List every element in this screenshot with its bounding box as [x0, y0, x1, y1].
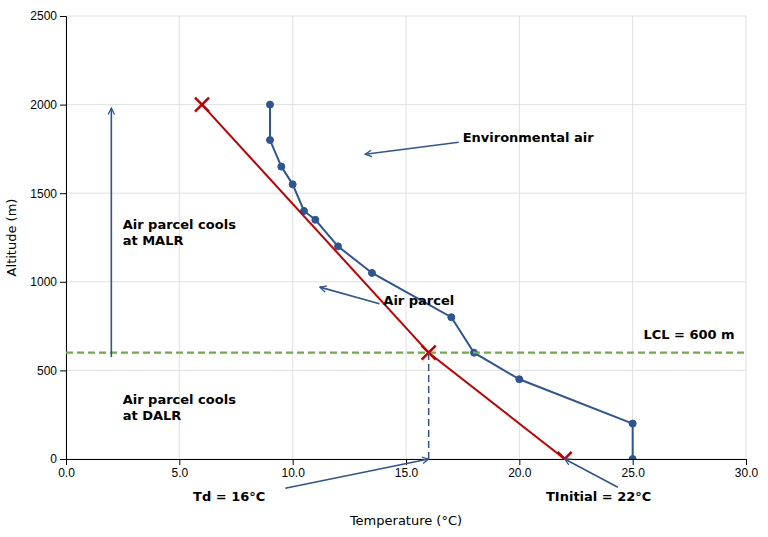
tick: 20.0	[508, 459, 532, 480]
grid-line	[632, 16, 633, 459]
tick-label: 0	[50, 452, 57, 466]
annotation-arrow	[565, 459, 618, 487]
tick-mark	[519, 459, 520, 465]
tick: 25.0	[621, 459, 645, 480]
grid-line	[66, 193, 746, 194]
tick: 30.0	[735, 459, 759, 480]
annotation: Td = 16°C	[193, 489, 265, 504]
tick-mark	[60, 459, 66, 460]
grid-line	[292, 16, 293, 459]
tick-label: 1000	[30, 275, 57, 289]
annotation: Air parcel coolsat DALR	[123, 392, 236, 423]
tick: 0.0	[58, 459, 75, 480]
tick-mark	[60, 193, 66, 194]
tick-mark	[60, 105, 66, 106]
tick: 1000	[30, 275, 66, 289]
x-axis-title: Temperature (°C)	[349, 513, 462, 528]
line	[270, 105, 633, 459]
tick-label: 2500	[30, 9, 57, 23]
reference-line	[66, 352, 746, 354]
plot: 0.0 5.0 10.0 15.0 20.0 25.0 30.0 0 500 1000 1500 20…	[4, 9, 759, 528]
tick-label: 10.0	[281, 466, 305, 480]
annotation: Air parcel coolsat MALR	[123, 217, 236, 248]
tick-label: 5.0	[171, 466, 188, 480]
line	[428, 353, 430, 459]
grid-line	[519, 16, 520, 459]
markers	[195, 98, 572, 459]
tick-mark	[633, 459, 634, 465]
marker	[558, 452, 572, 459]
tick-mark	[60, 370, 66, 371]
tick: 500	[37, 364, 66, 378]
tick-label: 20.0	[508, 466, 532, 480]
annotations: Environmental air Air parcel Air parcel co…	[111, 108, 734, 504]
grid	[66, 16, 746, 459]
tick-mark	[746, 459, 747, 465]
marker	[267, 137, 274, 144]
axis-line	[60, 17, 67, 460]
marker	[335, 243, 342, 250]
tick: 5.0	[171, 459, 188, 480]
tick-label: 1500	[30, 187, 57, 201]
markers	[267, 101, 637, 459]
annotation-arrow	[365, 142, 458, 154]
marker	[629, 420, 636, 427]
tick-mark	[60, 16, 66, 17]
tick-label: 500	[37, 364, 57, 378]
marker	[516, 376, 523, 383]
tick-label: 0.0	[58, 466, 75, 480]
marker	[448, 314, 455, 321]
tick: 10.0	[281, 459, 305, 480]
grid-line	[66, 370, 746, 371]
line	[202, 105, 429, 353]
annotation: Air parcel	[383, 293, 454, 308]
tick: 2500	[30, 9, 66, 23]
marker	[195, 98, 209, 112]
tick-label: 25.0	[621, 466, 645, 480]
tick-mark	[60, 282, 66, 283]
grid-line	[406, 16, 407, 459]
annotation: TInitial = 22°C	[546, 489, 651, 504]
line	[429, 353, 565, 459]
data-marks	[66, 98, 746, 459]
tick-label: 15.0	[395, 466, 419, 480]
grid-line	[66, 104, 746, 105]
chart: 0.0 5.0 10.0 15.0 20.0 25.0 30.0 0 500 1000 1500 20…	[0, 0, 768, 537]
y-axis: 0 500 1000 1500 2000 2500	[30, 9, 66, 466]
grid-line	[66, 16, 746, 17]
tick: 0	[50, 452, 66, 466]
x-axis: 0.0 5.0 10.0 15.0 20.0 25.0 30.0	[58, 459, 758, 480]
marker	[312, 216, 319, 223]
tick-mark	[293, 459, 294, 465]
annotation: LCL = 600 m	[643, 327, 734, 342]
tick-label: 2000	[30, 98, 57, 112]
tick: 1500	[30, 187, 66, 201]
tick-mark	[179, 459, 180, 465]
y-axis-title: Altitude (m)	[4, 199, 19, 277]
annotation: Environmental air	[463, 130, 594, 145]
marker	[289, 181, 296, 188]
marker	[267, 101, 274, 108]
marker	[629, 456, 636, 460]
tick-label: 30.0	[735, 466, 759, 480]
annotation-arrow	[111, 108, 113, 357]
tick: 2000	[30, 98, 66, 112]
annotation-arrow	[320, 287, 380, 304]
marker	[369, 269, 376, 276]
annotation-arrow	[285, 459, 428, 488]
grid-line	[66, 281, 746, 282]
marker	[278, 163, 285, 170]
grid-line	[746, 16, 747, 459]
